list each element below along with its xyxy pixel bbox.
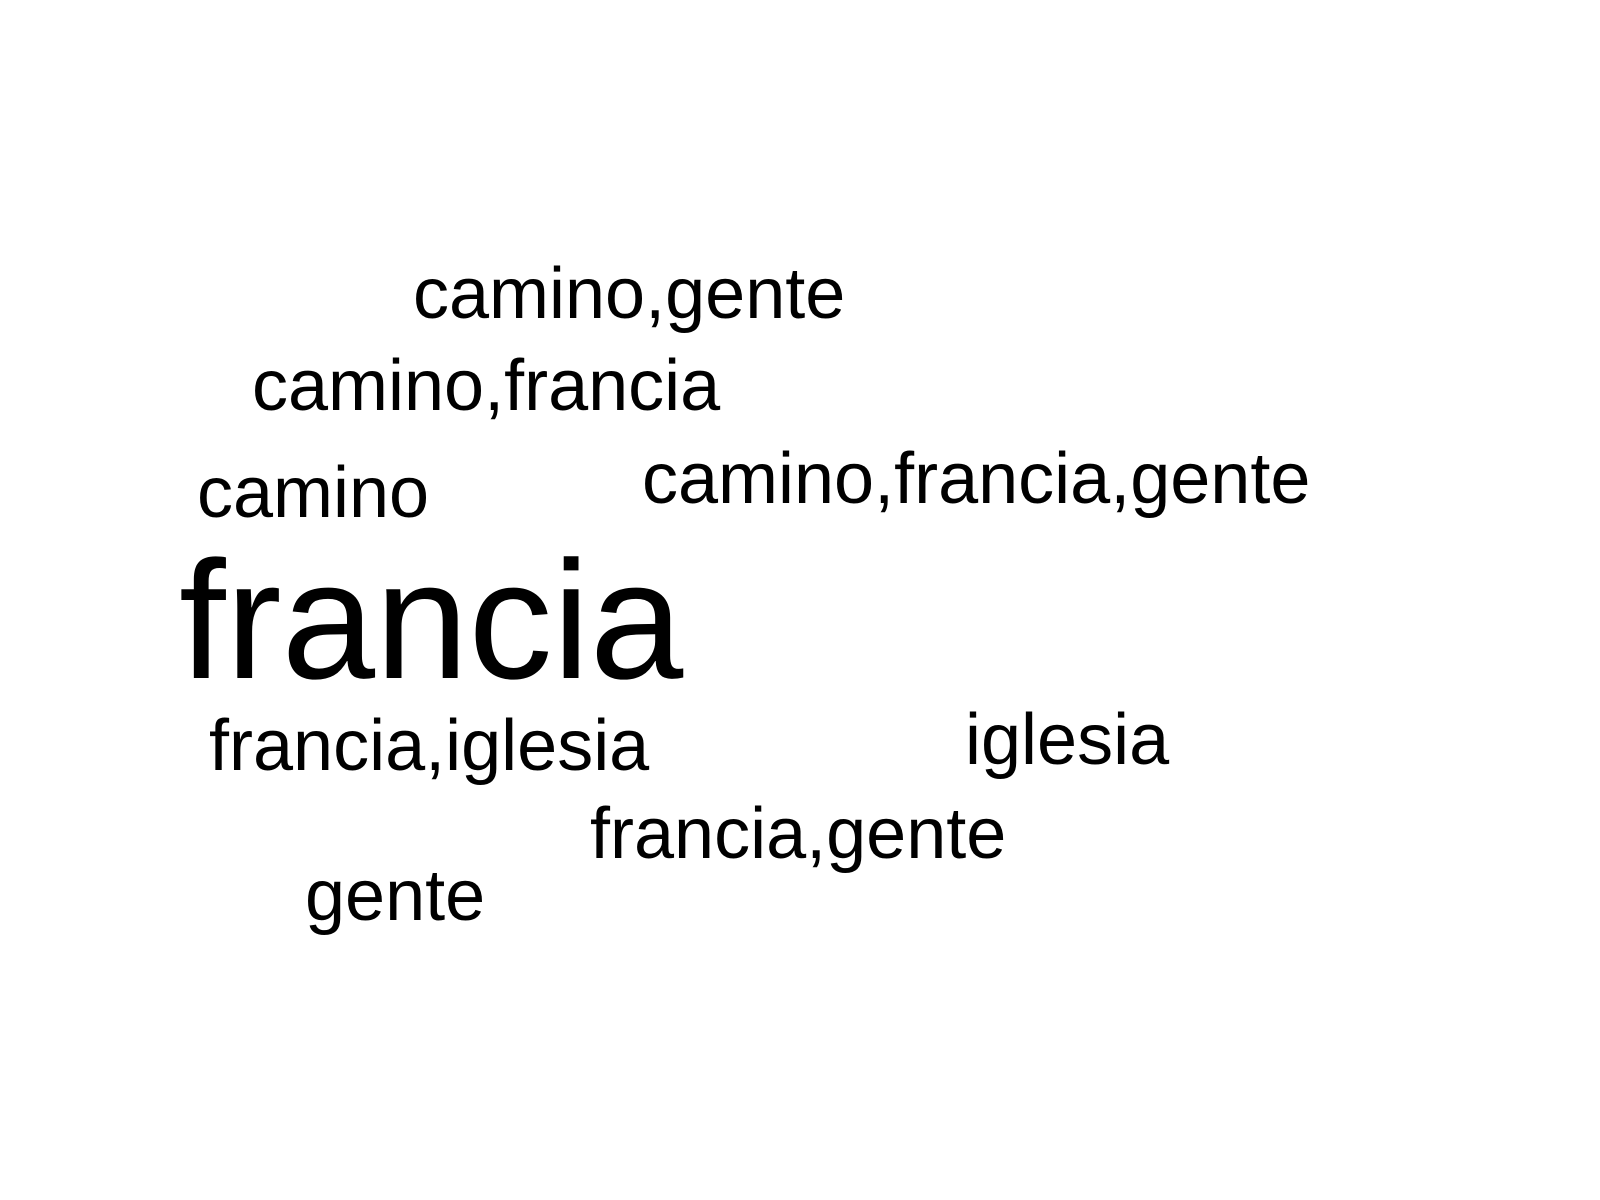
word-francia-gente: francia,gente — [590, 794, 1007, 874]
word-francia: francia — [179, 526, 684, 714]
word-gente: gente — [305, 856, 486, 936]
word-camino-francia-gente: camino,francia,gente — [642, 439, 1311, 519]
word-iglesia: iglesia — [965, 700, 1170, 780]
word-camino: camino — [197, 453, 430, 533]
word-camino-gente: camino,gente — [413, 254, 846, 334]
word-camino-francia: camino,francia — [252, 346, 721, 426]
word-francia-iglesia: francia,iglesia — [209, 706, 650, 786]
